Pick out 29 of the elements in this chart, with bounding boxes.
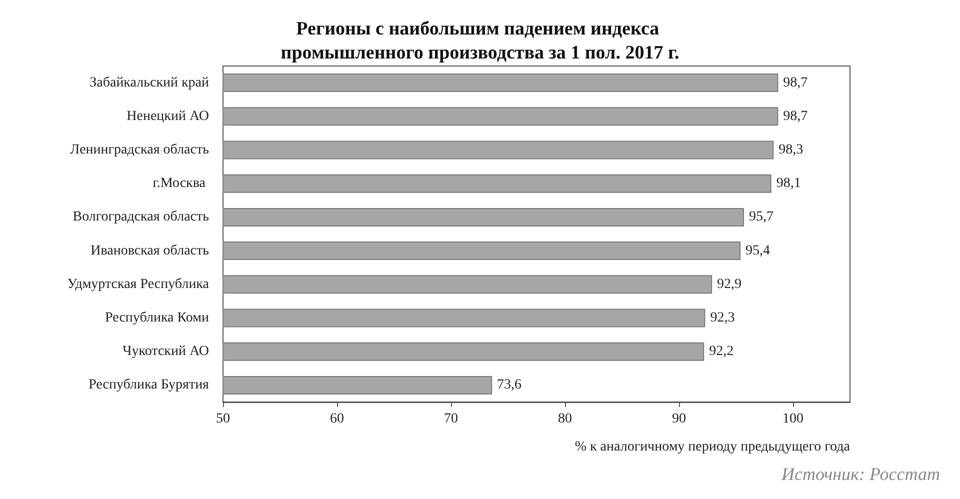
x-tick-label: 70: [444, 412, 458, 426]
x-tick-label: 90: [672, 412, 686, 426]
y-tick-label: Чукотский АО: [122, 344, 209, 360]
y-tick-label: Республика Коми: [105, 310, 210, 326]
y-tick-label: Ивановская область: [90, 243, 209, 258]
data-label: 95,4: [746, 243, 770, 258]
y-tick-label: Забайкальский край: [90, 75, 210, 90]
y-tick-label: г.Москва: [152, 176, 209, 192]
data-label: 98,7: [783, 75, 808, 90]
chart-title: Регионы с наибольшим падением индекса промышленного производства за 1 пол. 2017 г.: [280, 18, 680, 64]
x-tick-label: 100: [782, 412, 804, 426]
x-tick-label: 50: [216, 412, 230, 426]
y-tick-label: Ленинградская область: [70, 142, 209, 158]
x-axis-title: % к аналогичному периоду предыдущего года: [574, 440, 851, 454]
y-tick-label: Удмуртская Республика: [67, 276, 210, 292]
data-label: 92,2: [709, 344, 734, 360]
data-label: 98,7: [783, 108, 808, 124]
y-tick-label: Волгоградская область: [72, 210, 209, 225]
data-label: 92,9: [717, 276, 742, 292]
data-label: 98,1: [776, 176, 801, 192]
data-label: 98,3: [778, 142, 804, 158]
text: Источник: Росстат: [780, 464, 940, 484]
data-label: 92,3: [710, 310, 735, 326]
data-label: 95,7: [748, 210, 774, 225]
data-label: 73,6: [497, 378, 522, 393]
x-tick-label: 60: [330, 412, 344, 426]
y-tick-label: Республика Бурятия: [88, 378, 210, 393]
y-tick-label: Ненецкий АО: [126, 108, 209, 124]
x-tick-label: 80: [558, 412, 572, 426]
